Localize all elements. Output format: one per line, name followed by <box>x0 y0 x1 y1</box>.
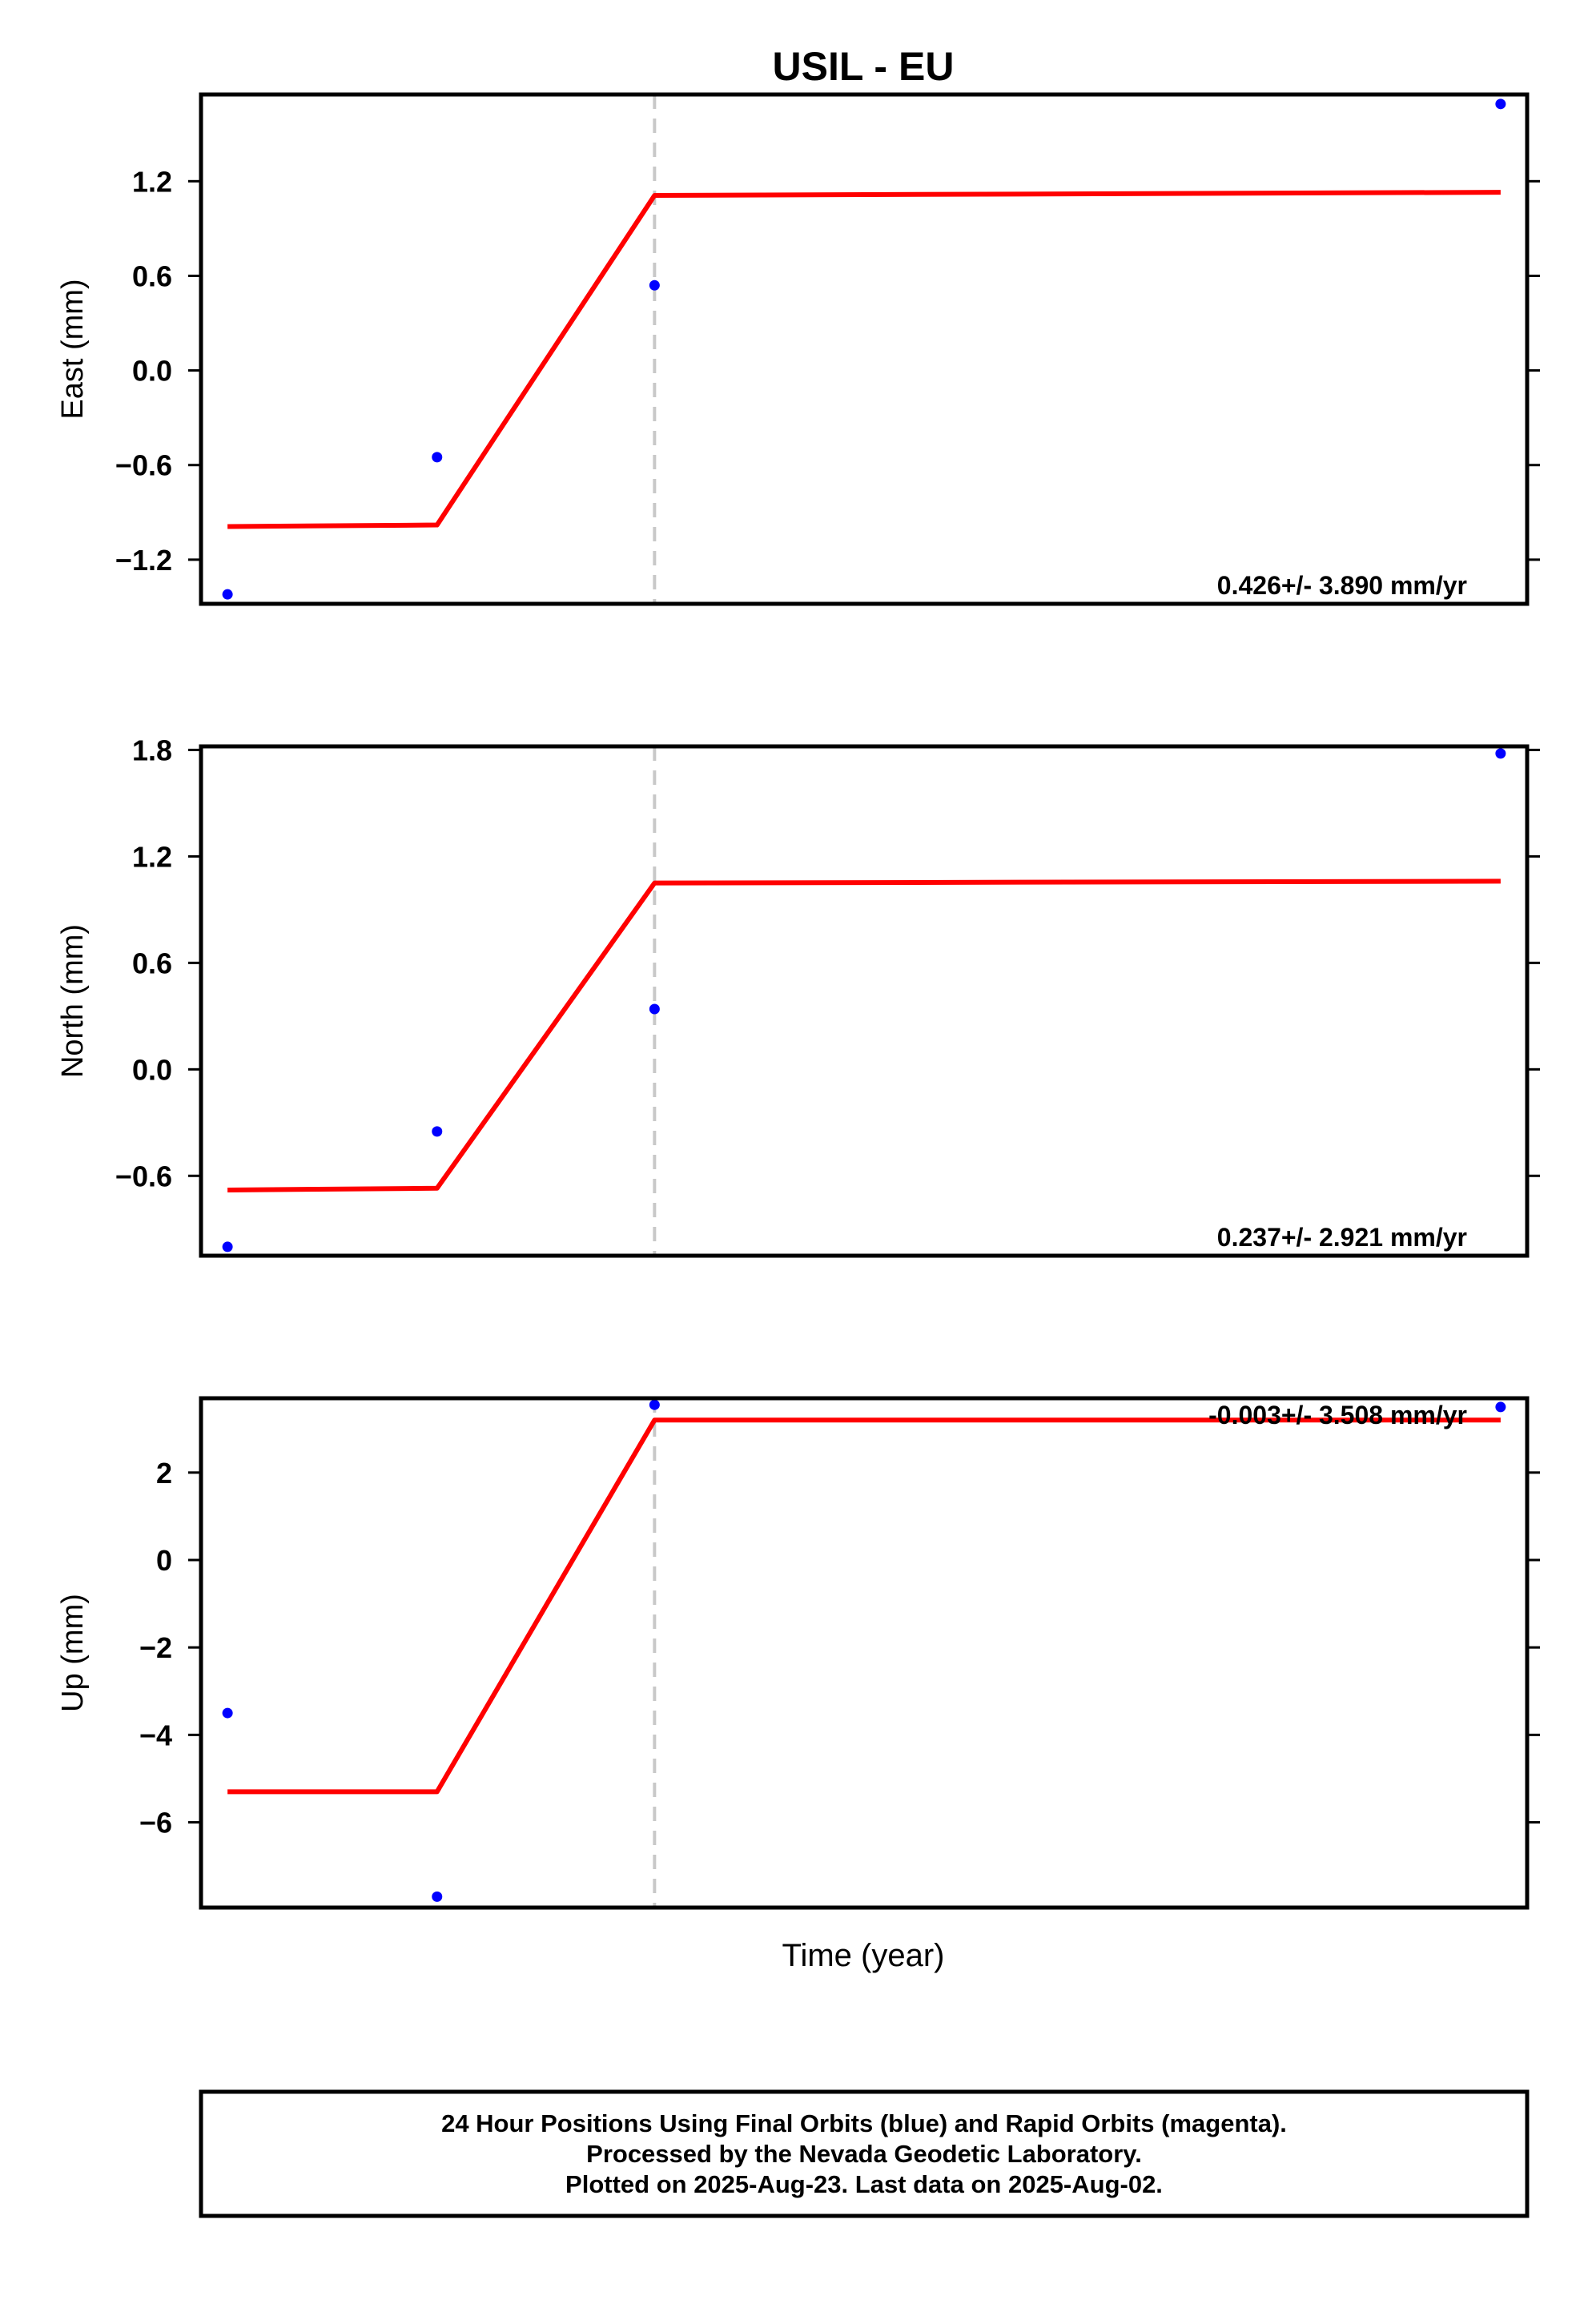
east-tick-label: −0.6 <box>115 449 172 482</box>
up-data-point <box>649 1399 660 1410</box>
north-panel: 1.8 1.2 0.6 0.0 −0.6 North (mm) 0.237+/- 2.921… <box>56 734 1540 1258</box>
east-data-point <box>649 279 660 291</box>
east-panel: 1.2 0.6 0.0 −0.6 −1.2 East (mm) 0.426+/- 3.890… <box>56 92 1540 606</box>
east-rate-label: 0.426+/- 3.890 mm/yr <box>1217 571 1467 600</box>
north-rate-label: 0.237+/- 2.921 mm/yr <box>1217 1223 1467 1252</box>
north-frame <box>199 744 1530 1258</box>
up-fit-line <box>227 1417 1501 1795</box>
footer-line-2: Processed by the Nevada Geodetic Laborat… <box>586 2140 1142 2168</box>
footer-line-3: Plotted on 2025-Aug-23. Last data on 202… <box>565 2170 1163 2198</box>
east-tick-label: 1.2 <box>132 165 172 198</box>
up-tick-label: 2 <box>156 1457 172 1490</box>
north-tick-label: 0.0 <box>132 1053 172 1086</box>
up-tick-label: −4 <box>139 1719 172 1751</box>
north-tick-label: −0.6 <box>115 1160 172 1192</box>
north-tick-label: 0.6 <box>132 947 172 979</box>
east-data-point <box>222 589 233 600</box>
east-data-point <box>432 452 443 463</box>
footer-line-1: 24 Hour Positions Using Final Orbits (bl… <box>441 2109 1287 2137</box>
east-fit-line <box>227 190 1501 529</box>
up-tick-label: −2 <box>139 1631 172 1664</box>
north-fit-line <box>227 879 1501 1193</box>
north-data-point <box>649 1003 660 1015</box>
x-axis-label: Time (year) <box>782 1938 945 1973</box>
north-tick-label: 1.2 <box>132 840 172 873</box>
east-frame <box>199 92 1530 606</box>
up-data-point <box>222 1707 233 1719</box>
up-tick-label: −6 <box>139 1807 172 1839</box>
up-tick-label: 0 <box>156 1544 172 1577</box>
east-tick-label: −1.2 <box>115 544 172 577</box>
up-data-point <box>1495 1401 1506 1413</box>
up-rate-label: -0.003+/- 3.508 mm/yr <box>1208 1401 1467 1429</box>
north-data-point <box>1495 748 1506 759</box>
chart-title: USIL - EU <box>773 44 955 89</box>
north-data-point <box>432 1126 443 1137</box>
footer-box: 24 Hour Positions Using Final Orbits (bl… <box>199 2089 1530 2218</box>
east-data-point <box>1495 99 1506 110</box>
north-tick-label: 1.8 <box>132 734 172 766</box>
east-tick-label: 0.0 <box>132 355 172 388</box>
up-data-point <box>432 1891 443 1902</box>
east-tick-label: 0.6 <box>132 259 172 292</box>
up-y-axis-label: Up (mm) <box>56 1594 90 1712</box>
up-frame <box>199 1396 1530 1910</box>
up-panel: 2 0 −2 −4 −6 Up (mm) -0.003+/- 3.508 mm/yr <box>56 1396 1540 1910</box>
footer-frame <box>199 2089 1530 2218</box>
north-y-axis-label: North (mm) <box>56 924 90 1078</box>
east-y-axis-label: East (mm) <box>56 279 90 419</box>
north-data-point <box>222 1241 233 1252</box>
